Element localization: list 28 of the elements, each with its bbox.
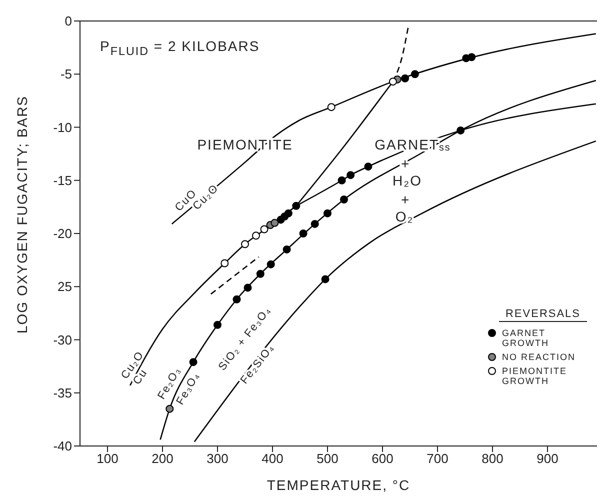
y-tick-label: -20 [53, 226, 72, 242]
y-tick-label: -15 [53, 172, 72, 188]
x-tick-label: 500 [316, 451, 338, 466]
x-tick-label: 600 [372, 451, 394, 466]
x-tick-label: 300 [206, 451, 228, 466]
y-tick-label: -30 [53, 332, 72, 348]
x-tick-label: 700 [426, 451, 448, 466]
y-tick-label: 25 [58, 279, 72, 294]
legend-label: PIEMONTITE GROWTH [502, 366, 568, 386]
annotation: O₂ [395, 208, 414, 224]
legend-label: GARNET GROWTH [502, 328, 550, 348]
y-tick-label: 0 [64, 14, 72, 29]
y-axis-title: LOG OXYGEN FUGACITY; BARS [14, 95, 30, 334]
legend-label: NO REACTION [502, 352, 576, 362]
annotation: + [401, 192, 410, 208]
annotation: H₂O [392, 172, 422, 188]
x-tick-label: 800 [482, 451, 504, 466]
y-tick-label: -5 [60, 66, 72, 82]
x-tick-label: 900 [536, 451, 558, 466]
y-tick-label: -35 [53, 385, 72, 400]
x-tick-label: 100 [96, 451, 118, 466]
annotation: P$_{FLUID}$ = 2 KILOBARS [100, 38, 260, 58]
x-axis-title: TEMPERATURE, °C [266, 477, 410, 493]
y-tick-label: -40 [53, 438, 72, 454]
legend-title: REVERSALS [499, 308, 587, 322]
x-tick-label: 200 [152, 451, 174, 466]
x-tick-label: 400 [262, 451, 284, 466]
y-tick-label: -10 [53, 120, 72, 135]
